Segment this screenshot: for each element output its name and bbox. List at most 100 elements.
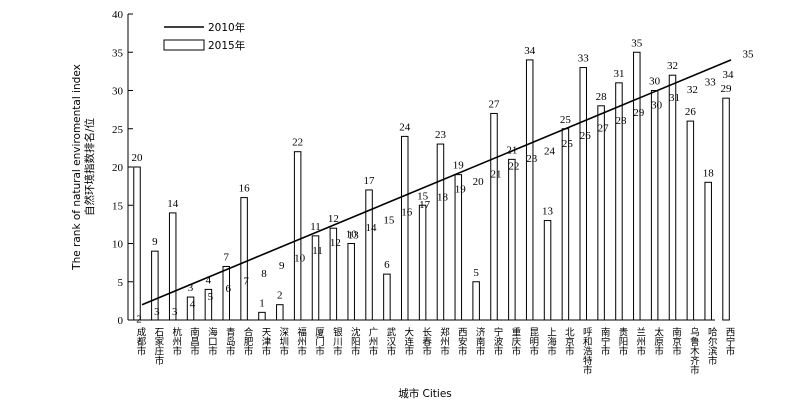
bar-value-label: 17: [364, 175, 376, 187]
bar-2015: [168, 212, 177, 321]
line-value-label: 2: [136, 314, 142, 326]
y-tick-label: 20: [112, 162, 124, 174]
bar-value-label: 20: [132, 152, 144, 164]
bar-value-label: 7: [224, 251, 230, 263]
x-category-label: 宁波市: [492, 326, 504, 356]
bar-2015: [383, 273, 391, 321]
line-value-label: 31: [669, 92, 680, 104]
y-tick-label: 30: [112, 86, 124, 98]
trend-line-layer: [141, 59, 732, 306]
x-category-label: 西安市: [456, 327, 468, 356]
x-category-label: 青岛市: [224, 326, 236, 356]
bar-2015: [704, 181, 712, 321]
x-category-label: 石家庄市: [152, 327, 164, 366]
bar-2015: [311, 235, 320, 321]
bar-2015: [240, 197, 248, 321]
bar-2015: [472, 281, 480, 321]
bar-value-label: 11: [310, 221, 321, 233]
y-tick-label: 40: [112, 9, 124, 21]
x-category-label: 南京市: [670, 326, 682, 356]
bar-2015: [579, 67, 587, 321]
x-category-label: 南昌市: [188, 326, 200, 356]
legend: 2010年 2015年: [163, 21, 245, 52]
y-tick-label: 0: [118, 315, 124, 327]
x-category-label: 武汉市: [384, 326, 396, 356]
x-category-label: 兰州市: [634, 326, 646, 356]
line-value-label: 12: [330, 237, 341, 249]
bar-2015: [454, 174, 463, 321]
bar-value-label: 33: [578, 53, 590, 65]
bar-2015: [561, 128, 570, 321]
bar-value-label: 3: [188, 282, 194, 294]
line-value-label: 30: [651, 100, 663, 112]
line-value-label: 26: [580, 130, 592, 142]
x-category-label: 合肥市: [242, 326, 254, 356]
bar-2015: [222, 265, 230, 321]
x-category-label: 太原市: [652, 326, 664, 356]
line-value-label: 34: [723, 69, 735, 81]
bar-value-label: 29: [721, 83, 733, 95]
y-axis-title-cn: 自然环境指数排名/位: [83, 117, 96, 216]
y-tick-label: 35: [112, 47, 124, 59]
legend-line-label: 2010年: [208, 21, 245, 34]
y-axis-title: 自然环境指数排名/位 The rank of natural enviromen…: [71, 64, 96, 271]
bar-value-label: 14: [167, 198, 179, 210]
line-value-label: 22: [508, 161, 519, 173]
bar-2015: [365, 189, 373, 321]
bar-value-label: 23: [435, 129, 447, 141]
bar-2015: [347, 243, 355, 321]
line-value-label: 17: [419, 199, 431, 211]
bar-value-label: 27: [489, 98, 501, 110]
line-value-label: 6: [226, 283, 232, 295]
bar-2015: [436, 143, 445, 321]
bar-value-label: 18: [703, 167, 715, 179]
bars: [133, 51, 730, 321]
line-labels: 23 34567891011121314151617181920212223242…: [136, 48, 754, 325]
bar-value-label: 9: [152, 236, 158, 248]
x-category-label: 广州市: [367, 326, 379, 356]
bar-2015: [186, 296, 195, 321]
bar-value-label: 2: [277, 290, 283, 302]
bar-2015: [597, 105, 605, 321]
bar-2015: [615, 82, 623, 321]
x-category-label: 天津市: [259, 327, 271, 356]
line-value-label: 19: [455, 184, 467, 196]
x-category-label: 呼和浩特市: [581, 327, 593, 375]
x-category-labels: 成都市 石家庄市 杭州市 南昌市 海口市 青岛市 合肥市 天津市 深圳市 福州市 厦门市 银川市 沈阳市…: [135, 326, 736, 375]
line-value-label: 3: [172, 306, 178, 318]
bar-value-label: 28: [596, 91, 608, 103]
line-value-label: 25: [562, 138, 574, 150]
legend-bar-swatch: [163, 39, 205, 51]
line-value-label: 33: [705, 77, 717, 89]
bar-value-label: 12: [328, 213, 339, 225]
line-value-label: 16: [401, 207, 413, 219]
bar-value-label: 22: [292, 137, 303, 149]
x-category-label: 成都市: [135, 326, 147, 356]
bar-value-label: 13: [542, 206, 554, 218]
line-value-label: 24: [544, 145, 556, 157]
bar-value-label: 24: [399, 121, 411, 133]
bar-value-label: 26: [685, 106, 697, 118]
line-value-label: 5: [208, 291, 214, 303]
x-category-label: 昆明市: [527, 327, 539, 356]
bar-value-label: 25: [560, 114, 572, 126]
x-category-label: 上海市: [545, 327, 557, 356]
line-value-label: 15: [383, 214, 395, 226]
line-value-label: 7: [243, 275, 249, 287]
y-tick-label: 5: [118, 277, 124, 289]
line-value-label: 14: [366, 222, 378, 234]
x-category-label: 西宁市: [724, 327, 736, 356]
line-value-label: 11: [312, 245, 323, 257]
bar-2015: [258, 311, 266, 321]
x-category-label: 哈尔滨市: [706, 326, 718, 366]
bar-2015: [650, 90, 659, 321]
bar-value-label: 5: [473, 267, 479, 279]
line-value-label: 10: [294, 253, 306, 265]
legend-bar-label: 2015年: [208, 39, 245, 52]
line-value-label: 27: [598, 122, 610, 134]
y-axis-title-en: The rank of natural enviromental index: [71, 64, 83, 271]
line-value-label: 29: [633, 107, 645, 119]
x-category-label: 厦门市: [313, 327, 325, 356]
bar-2015: [204, 288, 213, 321]
